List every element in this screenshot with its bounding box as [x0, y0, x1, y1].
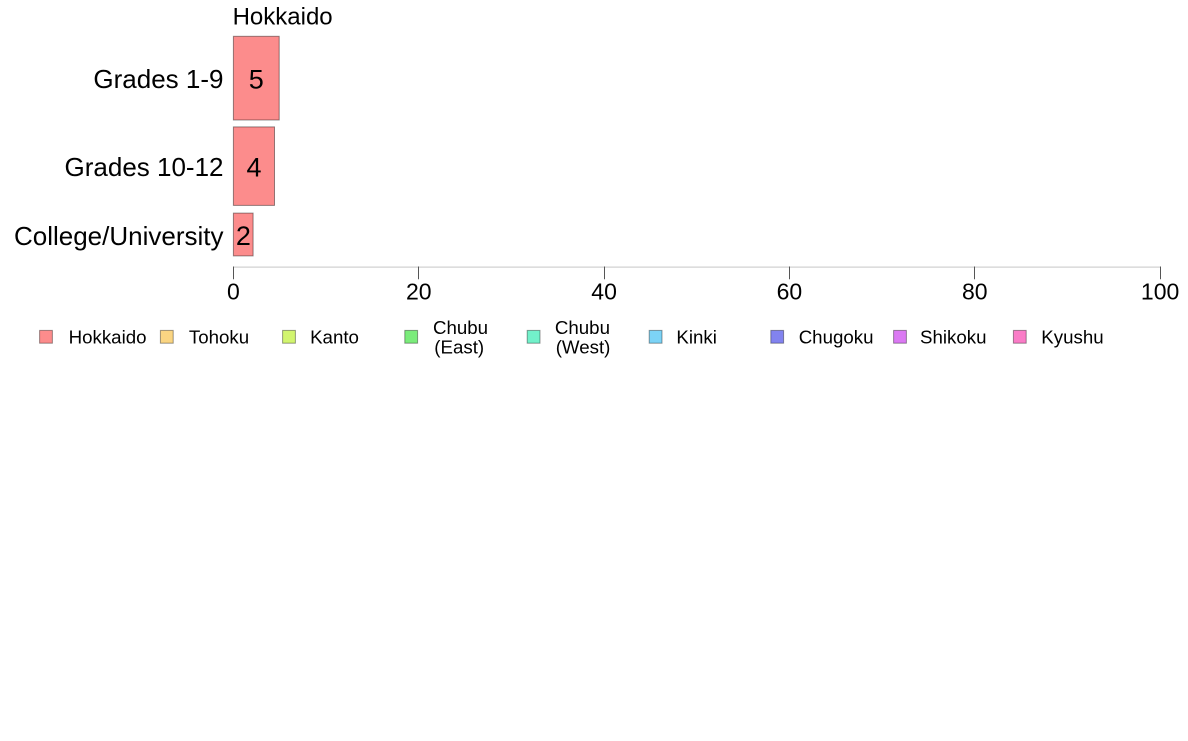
svg-text:College/University: College/University	[14, 221, 224, 251]
svg-text:Kinki: Kinki	[676, 327, 717, 348]
svg-text:Chugoku: Chugoku	[799, 327, 874, 348]
svg-text:(West): (West)	[556, 336, 611, 357]
svg-text:60: 60	[777, 278, 803, 304]
svg-text:Tohoku: Tohoku	[189, 327, 249, 348]
svg-text:100: 100	[1141, 278, 1179, 304]
svg-text:Grades 1-9: Grades 1-9	[93, 64, 223, 94]
svg-text:Hokkaido: Hokkaido	[69, 327, 147, 348]
svg-text:Grades 10-12: Grades 10-12	[65, 152, 224, 182]
svg-text:Hokkaido: Hokkaido	[233, 4, 333, 31]
svg-text:Shikoku: Shikoku	[920, 327, 986, 348]
svg-text:80: 80	[962, 278, 988, 304]
svg-text:Kyushu: Kyushu	[1041, 327, 1103, 348]
svg-text:Chubu: Chubu	[555, 317, 610, 338]
svg-text:Chubu: Chubu	[433, 317, 488, 338]
svg-text:Kanto: Kanto	[310, 327, 359, 348]
svg-text:0: 0	[227, 278, 240, 304]
svg-text:20: 20	[406, 278, 432, 304]
svg-text:40: 40	[591, 278, 617, 304]
svg-text:5: 5	[249, 65, 264, 95]
svg-text:(East): (East)	[434, 336, 484, 357]
svg-text:4: 4	[246, 153, 261, 183]
svg-text:2: 2	[236, 221, 251, 251]
